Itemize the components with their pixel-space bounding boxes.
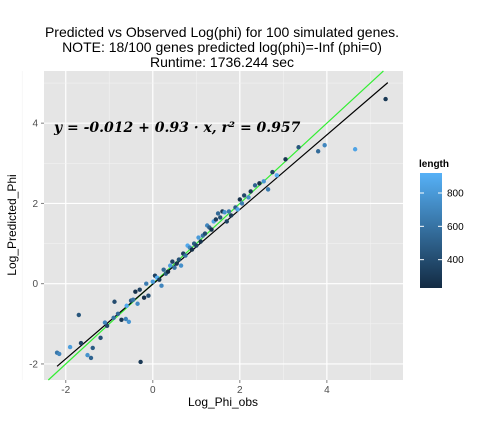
data-points [54,96,388,365]
data-point [115,311,121,316]
data-point [215,211,221,216]
data-point [57,351,62,357]
identity-line [47,70,384,381]
data-point [167,263,173,268]
data-point [383,96,388,102]
data-point [202,231,208,236]
y-tick-label: -2 [29,359,38,370]
data-point [161,267,166,272]
data-point [90,345,95,351]
legend-tick-label: 600 [447,222,464,233]
data-point [141,295,147,300]
data-point [126,319,132,325]
data-point [241,193,247,198]
data-point [283,157,288,162]
data-point [315,149,321,154]
data-point [235,207,240,212]
data-point [88,355,94,361]
data-point [174,261,179,266]
data-point [131,297,136,302]
x-tick-label: 0 [150,385,156,396]
data-point [159,283,164,288]
data-point [248,189,253,194]
data-point [218,215,223,220]
legend-tick-label: 800 [447,189,464,200]
data-point [257,181,262,186]
regression-equation: y = -0.012 + 0.93 · x, r² = 0.957 [53,120,301,136]
data-point [165,269,171,274]
data-point [76,312,82,318]
x-tick-label: 4 [324,385,330,396]
data-point [98,335,103,341]
x-axis-label: Log_Phi_obs [188,395,258,409]
data-point [157,277,162,282]
data-point [102,320,108,325]
data-point [239,201,245,206]
y-axis-ticks: -2 0 2 4 [29,119,44,370]
data-point [222,210,227,215]
data-point [138,359,143,365]
y-axis-label: Log_Predicted_Phi [5,174,19,275]
legend-ticks: 400 600 800 [420,189,464,266]
data-point [194,243,199,248]
data-point [111,315,116,320]
data-point [146,293,151,298]
data-point [137,287,142,292]
data-point [183,253,188,258]
data-point [209,227,214,232]
data-point [213,217,219,222]
data-point [224,219,229,224]
chart-title: Predicted vs Observed Log(phi) for 100 s… [45,24,399,70]
data-point [265,187,271,192]
data-point [237,197,243,202]
title-line-2: NOTE: 18/100 genes predicted log(phi)=-I… [62,39,382,55]
data-point [78,340,84,346]
x-tick-label: 2 [237,385,243,396]
data-point [172,265,177,270]
data-point [150,279,155,284]
data-point [246,195,251,200]
x-tick-label: -2 [61,385,70,396]
data-point [176,257,182,262]
data-point [123,316,129,322]
data-point [296,145,301,150]
data-point [178,263,184,268]
data-point [252,183,258,188]
legend-tick-label: 400 [447,255,464,266]
data-point [133,289,138,294]
data-point [124,303,129,308]
color-legend: length 400 600 800 [419,159,464,288]
data-point [189,247,195,252]
data-point [119,317,124,323]
data-point [67,344,73,350]
legend-colorbar [420,173,442,288]
data-point [85,352,90,358]
legend-title: length [419,159,449,170]
data-point [198,239,203,244]
y-tick-label: 4 [32,119,38,130]
data-point [270,169,275,175]
y-tick-label: 2 [32,199,38,210]
data-point [144,281,149,286]
x-axis-ticks: -2 0 2 4 [61,380,330,396]
data-point [228,213,234,218]
data-point [322,143,327,148]
title-line-3: Runtime: 1736.244 sec [150,54,294,70]
data-point [170,259,175,264]
title-line-1: Predicted vs Observed Log(phi) for 100 s… [45,24,399,40]
data-point [226,209,232,214]
data-point [112,299,117,304]
data-point [274,173,280,178]
data-point [196,235,201,240]
data-point [135,301,140,306]
data-point [352,147,358,152]
data-point [261,179,266,184]
data-point [104,323,110,329]
y-tick-label: 0 [32,279,38,290]
